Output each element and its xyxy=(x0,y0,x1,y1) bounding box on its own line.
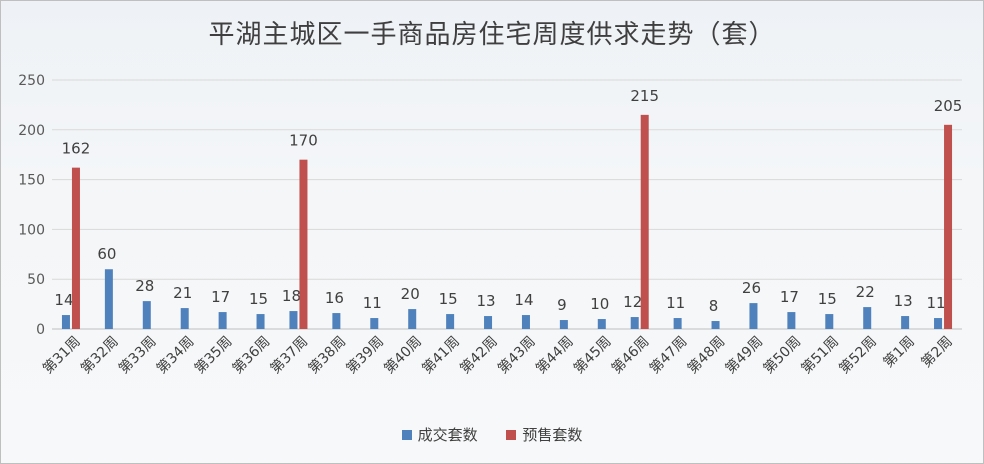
data-label-sales: 14 xyxy=(54,291,73,309)
bar-sales xyxy=(61,315,70,329)
data-label-sales: 13 xyxy=(476,292,495,310)
data-label-sales: 15 xyxy=(249,290,268,308)
x-tick-label: 第45周 xyxy=(570,333,614,377)
bar-presale xyxy=(944,124,953,329)
data-label-sales: 17 xyxy=(780,288,799,306)
data-label-sales: 11 xyxy=(926,294,945,312)
bar-sales xyxy=(332,313,341,329)
bar-presale xyxy=(640,114,649,329)
data-label-sales: 15 xyxy=(818,290,837,308)
bar-sales xyxy=(559,320,568,329)
bar-sales xyxy=(104,269,113,329)
y-tick-label: 100 xyxy=(18,222,45,238)
chart-title: 平湖主城区一手商品房住宅周度供求走势（套） xyxy=(208,20,776,50)
data-label-presale: 205 xyxy=(934,97,963,115)
bar-sales xyxy=(446,314,455,329)
bar-sales xyxy=(934,318,943,329)
legend: 成交套数 预售套数 xyxy=(0,424,984,445)
data-label-sales: 15 xyxy=(439,290,458,308)
x-tick-label: 第48周 xyxy=(684,333,728,377)
data-label-sales: 10 xyxy=(590,295,609,313)
bar-sales xyxy=(180,308,189,329)
y-tick-label: 200 xyxy=(18,123,45,139)
x-tick-label: 第33周 xyxy=(115,333,159,377)
legend-label-presale: 预售套数 xyxy=(522,426,583,444)
data-label-presale: 162 xyxy=(62,140,91,158)
legend-item-sales: 成交套数 xyxy=(401,424,478,445)
bar-sales xyxy=(711,321,720,329)
data-label-sales: 18 xyxy=(282,287,301,305)
x-tick-label: 第34周 xyxy=(153,333,197,377)
x-tick-label: 第52周 xyxy=(836,333,880,377)
legend-item-presale: 预售套数 xyxy=(506,424,582,445)
bar-sales xyxy=(749,303,758,329)
data-label-presale: 170 xyxy=(289,132,318,150)
data-label-sales: 16 xyxy=(325,289,344,307)
y-tick-label: 150 xyxy=(18,173,45,189)
y-tick-label: 50 xyxy=(27,272,45,288)
data-label-sales: 11 xyxy=(666,294,685,312)
data-label-sales: 8 xyxy=(709,297,719,315)
data-label-sales: 17 xyxy=(211,288,230,306)
x-tick-label: 第40周 xyxy=(381,333,425,377)
data-label-sales: 26 xyxy=(742,279,761,297)
bar-sales xyxy=(256,314,265,329)
data-label-sales: 20 xyxy=(401,285,420,303)
data-label-sales: 9 xyxy=(557,296,567,314)
x-tick-label: 第41周 xyxy=(419,333,463,377)
bar-sales xyxy=(630,317,639,329)
data-label-sales: 14 xyxy=(514,291,533,309)
bar-sales xyxy=(825,314,834,329)
x-tick-label: 第42周 xyxy=(456,333,500,377)
bar-sales xyxy=(142,301,151,329)
legend-swatch-presale xyxy=(506,429,517,440)
bar-presale xyxy=(299,159,308,329)
bar-sales xyxy=(901,316,910,329)
bar-sales xyxy=(289,311,298,329)
data-label-sales: 13 xyxy=(894,292,913,310)
bar-presale xyxy=(71,167,80,329)
y-tick-label: 0 xyxy=(36,322,45,338)
x-tick-label: 第43周 xyxy=(494,333,538,377)
x-tick-label: 第50周 xyxy=(760,333,804,377)
x-tick-label: 第51周 xyxy=(798,333,842,377)
bar-sales xyxy=(863,307,872,329)
bar-sales xyxy=(370,318,379,329)
legend-label-sales: 成交套数 xyxy=(417,426,478,444)
y-tick-label: 250 xyxy=(18,73,45,89)
data-label-sales: 60 xyxy=(97,245,116,263)
bar-sales xyxy=(597,319,606,329)
bar-sales xyxy=(408,309,417,329)
x-tick-label: 第38周 xyxy=(305,333,349,377)
x-tick-label: 第46周 xyxy=(608,333,652,377)
data-label-sales: 12 xyxy=(623,293,642,311)
data-label-sales: 22 xyxy=(856,283,875,301)
x-tick-label: 第2周 xyxy=(918,333,956,371)
bar-sales xyxy=(218,312,227,329)
legend-swatch-sales xyxy=(401,429,412,440)
data-label-sales: 28 xyxy=(135,277,154,295)
data-label-sales: 11 xyxy=(363,294,382,312)
x-tick-label: 第1周 xyxy=(880,333,918,371)
bar-sales xyxy=(521,315,530,329)
x-tick-label: 第49周 xyxy=(722,333,766,377)
bar-sales xyxy=(484,316,493,329)
bar-sales xyxy=(673,318,682,329)
x-tick-label: 第31周 xyxy=(39,333,83,377)
data-label-sales: 21 xyxy=(173,284,192,302)
x-tick-label: 第39周 xyxy=(343,333,387,377)
data-label-presale: 215 xyxy=(630,87,659,105)
x-tick-label: 第32周 xyxy=(77,333,121,377)
x-tick-label: 第37周 xyxy=(267,333,311,377)
x-tick-label: 第44周 xyxy=(532,333,576,377)
x-tick-label: 第35周 xyxy=(191,333,235,377)
x-tick-label: 第36周 xyxy=(229,333,273,377)
bar-sales xyxy=(787,312,796,329)
x-tick-label: 第47周 xyxy=(646,333,690,377)
